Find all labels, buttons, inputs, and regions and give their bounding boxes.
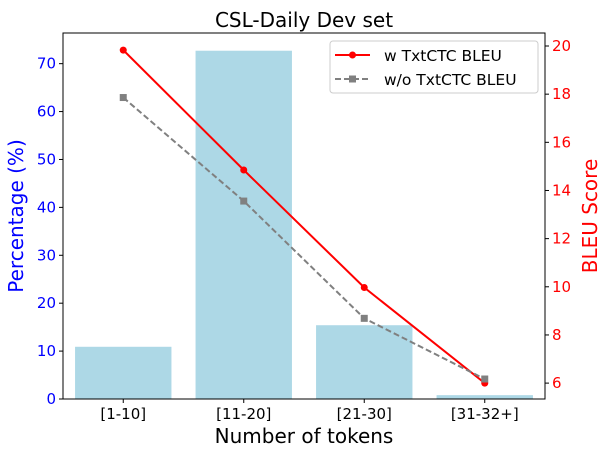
bar-3	[436, 395, 533, 399]
y-left-tick-label-5: 50	[37, 150, 56, 168]
bar-1	[195, 50, 292, 400]
series-line-1	[122, 96, 486, 380]
y-left-tick-label-1: 10	[37, 342, 56, 360]
plot-frame	[62, 32, 546, 400]
series-1-point-0	[119, 94, 127, 102]
y-axis-left-label: Percentage (%)	[4, 139, 28, 292]
y-right-tick-label-0: 6	[552, 374, 562, 392]
y-left-tick-label-4: 40	[37, 198, 56, 216]
series-line-0	[122, 49, 486, 384]
legend-label-w: w TxtCTC BLEU	[384, 47, 502, 65]
series-0-point-2	[360, 284, 368, 292]
y-left-tick-label-6: 60	[37, 103, 56, 121]
y-left-tick-label-7: 70	[37, 55, 56, 73]
series-1-point-3	[481, 375, 489, 383]
y-right-tick-label-4: 14	[552, 181, 571, 199]
y-right-tick-label-3: 12	[552, 230, 571, 248]
y-left-tick-label-3: 30	[37, 246, 56, 264]
y-right-tick-label-6: 18	[552, 85, 571, 103]
chart-title: CSL-Daily Dev set	[215, 8, 393, 32]
y-right-tick-label-5: 16	[552, 133, 571, 151]
series-1-point-2	[360, 314, 368, 322]
series-1-point-1	[240, 197, 248, 205]
x-tick-label-1: [11-20]	[216, 405, 271, 423]
y-left-tick-label-2: 20	[37, 294, 56, 312]
legend-box	[329, 40, 539, 94]
legend-marker-wo	[349, 75, 356, 83]
y-axis-right-label: BLEU Score	[578, 159, 602, 274]
y-right-tick-label-2: 10	[552, 278, 571, 296]
bar-0	[75, 346, 172, 399]
y-left-tick-label-0: 0	[46, 390, 56, 408]
x-axis-label: Number of tokens	[215, 424, 394, 448]
x-tick-label-3: [31-32+]	[451, 405, 519, 423]
y-right-tick-label-1: 8	[552, 326, 562, 344]
x-tick-label-2: [21-30]	[337, 405, 392, 423]
y-right-tick-label-7: 20	[552, 37, 571, 55]
legend: w TxtCTC BLEU w/o TxtCTC BLEU	[329, 40, 539, 94]
series-0-point-0	[119, 46, 127, 54]
legend-marker-w	[349, 51, 356, 59]
series-0-point-1	[240, 166, 248, 174]
legend-label-wo: w/o TxtCTC BLEU	[384, 71, 517, 89]
bar-2	[316, 325, 413, 399]
x-tick-label-0: [1-10]	[100, 405, 146, 423]
